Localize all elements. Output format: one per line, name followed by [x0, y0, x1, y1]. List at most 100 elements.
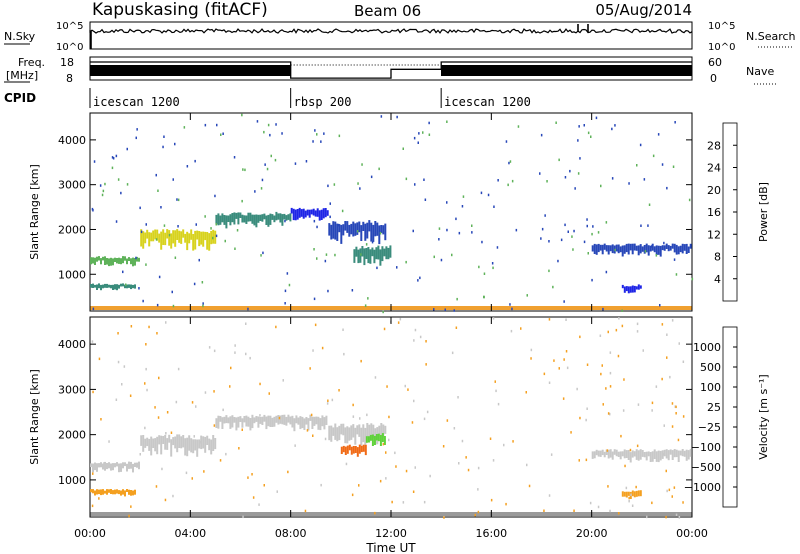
- echo-cell: [208, 438, 211, 451]
- scatter-point: [343, 352, 345, 356]
- echo-cell: [158, 435, 161, 445]
- x-tick-label: 04:00: [174, 527, 206, 540]
- scatter-point: [247, 307, 249, 311]
- echo-cell: [128, 257, 130, 261]
- echo-cell: [368, 220, 371, 232]
- echo-cell: [190, 438, 193, 453]
- scatter-point: [405, 177, 408, 181]
- scatter-point: [238, 447, 240, 450]
- scatter-point: [229, 385, 231, 388]
- scatter-point: [625, 486, 628, 490]
- scatter-point: [665, 469, 667, 473]
- echo-cell: [689, 243, 692, 249]
- scatter-point: [451, 351, 454, 355]
- colorbar-tick-label: 28: [707, 139, 721, 152]
- scatter-point: [256, 120, 259, 123]
- echo-cell: [384, 223, 387, 241]
- scatter-point: [423, 500, 426, 504]
- scatter-point: [471, 231, 473, 234]
- x-axis-label: Time UT: [365, 541, 416, 554]
- scatter-point: [244, 168, 246, 172]
- scatter-point: [162, 145, 164, 149]
- scatter-point: [673, 258, 676, 261]
- echo-cell: [344, 446, 347, 455]
- scatter-point: [100, 418, 102, 421]
- scatter-point: [548, 381, 551, 384]
- echo-cell: [350, 425, 353, 440]
- echo-cell: [116, 489, 118, 494]
- nave-label: Nave: [746, 65, 774, 78]
- scatter-point: [674, 121, 676, 124]
- scatter-point: [492, 317, 495, 320]
- scatter-point: [316, 225, 318, 229]
- echo-cell: [671, 243, 674, 249]
- scatter-point: [404, 384, 406, 388]
- scatter-point: [186, 165, 189, 168]
- echo-cell: [665, 243, 668, 249]
- echo-cell: [225, 415, 228, 424]
- echo-cell: [631, 450, 634, 458]
- echo-cell: [344, 221, 347, 231]
- echo-cell: [188, 233, 191, 244]
- echo-cell: [665, 449, 668, 459]
- echo-cell: [140, 229, 143, 247]
- echo-cell: [235, 417, 238, 431]
- scatter-point: [666, 356, 668, 359]
- echo-cell: [631, 243, 634, 255]
- nave-tick-bottom: 0: [710, 72, 717, 85]
- echo-cell: [362, 424, 365, 443]
- scatter-point: [287, 470, 289, 474]
- scatter-point: [284, 219, 286, 223]
- echo-cell: [295, 415, 298, 424]
- echo-cell: [122, 462, 124, 469]
- scatter-point: [643, 178, 646, 181]
- echo-cell: [681, 243, 684, 254]
- colorbar-label: Power [dB]: [757, 182, 770, 242]
- echo-cell: [221, 417, 224, 429]
- echo-cell: [110, 463, 112, 471]
- echo-cell: [655, 451, 658, 462]
- echo-cell: [265, 215, 268, 225]
- scatter-point: [671, 319, 674, 322]
- scatter-point: [103, 462, 105, 465]
- echo-cell: [633, 451, 636, 457]
- echo-cell: [621, 451, 624, 457]
- echo-cell: [108, 258, 110, 267]
- scatter-point: [675, 513, 678, 517]
- scatter-point: [99, 184, 102, 187]
- echo-cell: [164, 232, 167, 246]
- scatter-point: [120, 191, 122, 195]
- echo-cell: [217, 213, 220, 226]
- scatter-point: [569, 169, 571, 173]
- scatter-point: [413, 399, 415, 403]
- scatter-point: [548, 318, 551, 321]
- scatter-point: [294, 162, 297, 165]
- scatter-point: [351, 493, 354, 497]
- scatter-point: [366, 413, 368, 417]
- x-tick-label: 00:00: [74, 527, 106, 540]
- scatter-point: [176, 198, 178, 201]
- scatter-point: [323, 132, 325, 135]
- scatter-point: [274, 158, 277, 162]
- scatter-point: [360, 253, 362, 256]
- echo-cell: [370, 423, 373, 441]
- scatter-point: [385, 477, 387, 480]
- power-panel: 1000 2000 3000 4000 Slant Range [km] 4 8 12 16 20…: [28, 112, 770, 314]
- scatter-point: [663, 241, 665, 245]
- scatter-point: [602, 307, 604, 311]
- echo-cell: [108, 284, 110, 288]
- scatter-point: [675, 412, 677, 415]
- scatter-point: [174, 142, 176, 146]
- scatter-point: [126, 183, 129, 186]
- scatter-point: [214, 194, 216, 198]
- scatter-point: [571, 235, 573, 238]
- echo-cell: [367, 247, 370, 264]
- scatter-point: [122, 270, 124, 274]
- echo-cell: [170, 233, 173, 249]
- scatter-point: [156, 332, 158, 335]
- scatter-point: [334, 253, 336, 257]
- scatter-point: [615, 328, 618, 332]
- echo-cell: [633, 285, 636, 293]
- echo-cell: [128, 284, 130, 288]
- scatter-point: [241, 428, 243, 431]
